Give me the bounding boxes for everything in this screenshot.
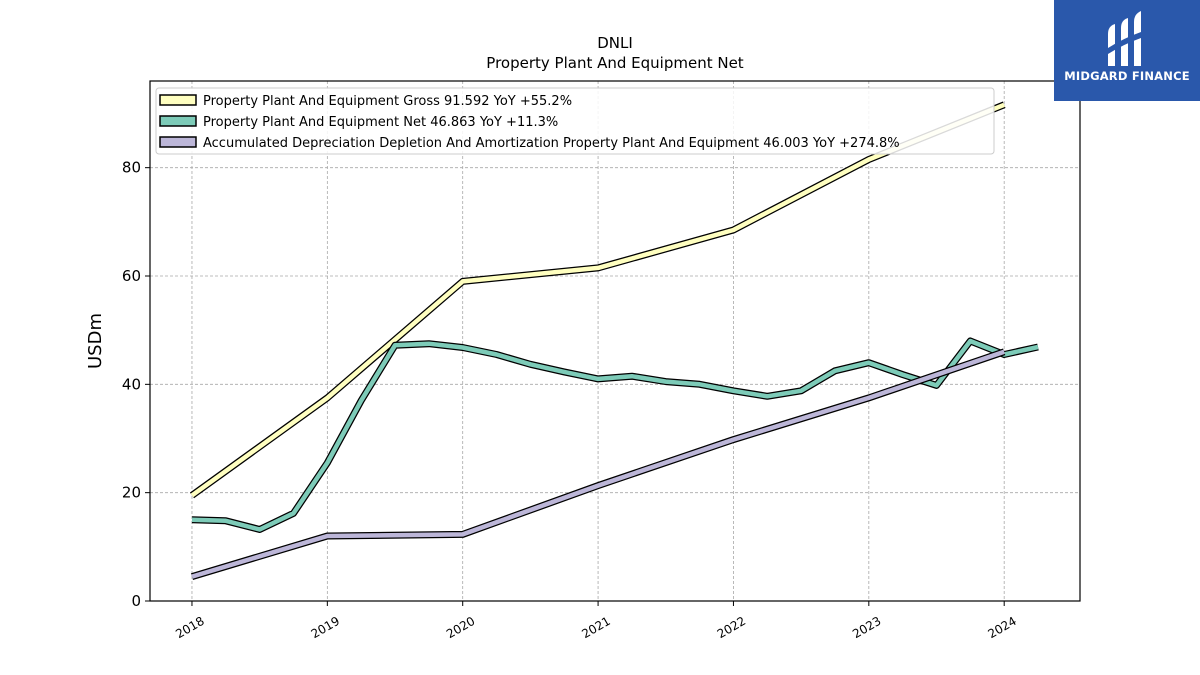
legend-box bbox=[155, 87, 995, 155]
y-axis-ticks: 0 20 40 60 80 bbox=[122, 159, 150, 610]
legend-swatch bbox=[159, 94, 197, 106]
series-line-2 bbox=[191, 337, 1039, 533]
x-tick-label: 2021 bbox=[579, 614, 612, 641]
legend-items: Property Plant And Equipment Gross 91.59… bbox=[159, 94, 900, 151]
chart-subtitle: Property Plant And Equipment Net bbox=[486, 54, 743, 72]
x-tick-label: 2022 bbox=[715, 614, 748, 641]
legend-swatch bbox=[159, 115, 197, 127]
series-line-outline bbox=[191, 337, 1039, 533]
y-tick-label: 80 bbox=[122, 159, 141, 177]
series-line-1 bbox=[189, 101, 1006, 499]
plot-area-frame bbox=[149, 80, 1081, 602]
y-tick-label: 20 bbox=[122, 484, 141, 502]
series-line-fill bbox=[190, 102, 1006, 498]
y-axis-label: USDm bbox=[85, 313, 106, 369]
legend-swatch bbox=[159, 136, 197, 148]
series-line-fill bbox=[191, 349, 1005, 579]
x-tick-label: 2023 bbox=[850, 614, 883, 641]
x-tick-label: 2024 bbox=[985, 614, 1018, 641]
brand-name: MIDGARD FINANCE bbox=[1064, 69, 1190, 83]
x-tick-label: 2020 bbox=[444, 614, 477, 641]
x-tick-label: 2018 bbox=[173, 614, 206, 641]
grid bbox=[150, 81, 1080, 601]
series-group bbox=[189, 101, 1039, 580]
series-line-3 bbox=[190, 348, 1006, 580]
legend: Property Plant And Equipment Gross 91.59… bbox=[155, 87, 995, 155]
x-axis-ticks: 2018 2019 2020 2021 2022 2023 2024 bbox=[173, 601, 1019, 641]
legend-label: Accumulated Depreciation Depletion And A… bbox=[203, 136, 900, 151]
y-tick-label: 40 bbox=[122, 375, 141, 393]
legend-label: Property Plant And Equipment Gross 91.59… bbox=[203, 94, 572, 109]
midgard-logo-icon bbox=[1108, 11, 1141, 66]
brand-logo: MIDGARD FINANCE bbox=[1054, 0, 1200, 101]
chart-title: DNLI bbox=[597, 34, 633, 52]
legend-label: Property Plant And Equipment Net 46.863 … bbox=[203, 115, 558, 130]
series-line-fill bbox=[191, 338, 1039, 532]
x-tick-label: 2019 bbox=[309, 614, 342, 641]
y-tick-label: 60 bbox=[122, 267, 141, 285]
y-tick-label: 0 bbox=[131, 592, 141, 610]
